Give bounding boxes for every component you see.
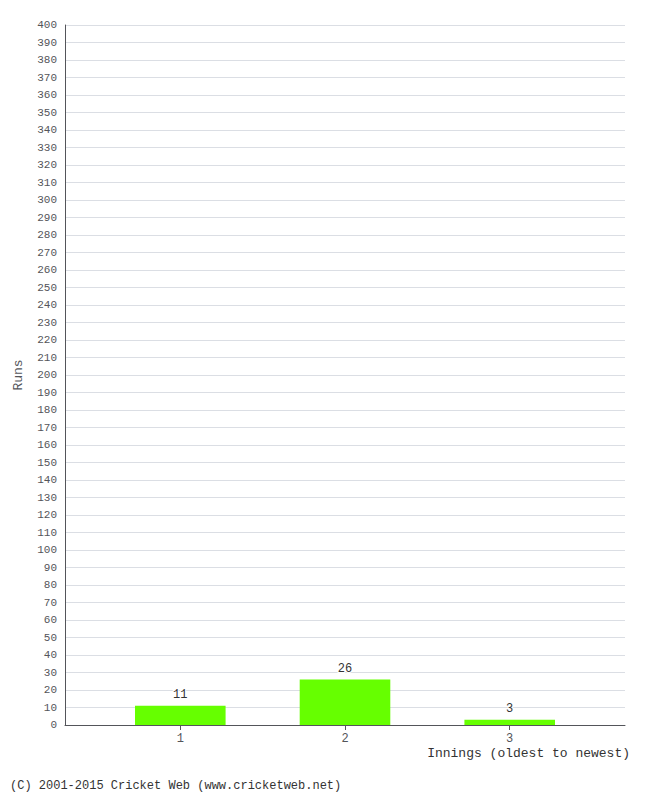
svg-text:190: 190 bbox=[37, 387, 57, 399]
svg-text:210: 210 bbox=[37, 352, 57, 364]
svg-text:60: 60 bbox=[44, 614, 57, 626]
svg-text:310: 310 bbox=[37, 177, 57, 189]
svg-text:70: 70 bbox=[44, 597, 57, 609]
svg-text:26: 26 bbox=[338, 662, 352, 676]
svg-text:200: 200 bbox=[37, 369, 57, 381]
svg-text:170: 170 bbox=[37, 422, 57, 434]
svg-text:390: 390 bbox=[37, 37, 57, 49]
svg-text:350: 350 bbox=[37, 107, 57, 119]
svg-text:400: 400 bbox=[37, 19, 57, 31]
svg-text:280: 280 bbox=[37, 229, 57, 241]
svg-text:330: 330 bbox=[37, 142, 57, 154]
svg-text:290: 290 bbox=[37, 212, 57, 224]
svg-text:90: 90 bbox=[44, 562, 57, 574]
svg-text:340: 340 bbox=[37, 124, 57, 136]
svg-text:110: 110 bbox=[37, 527, 57, 539]
svg-text:270: 270 bbox=[37, 247, 57, 259]
svg-text:260: 260 bbox=[37, 264, 57, 276]
svg-text:40: 40 bbox=[44, 649, 57, 661]
svg-text:220: 220 bbox=[37, 334, 57, 346]
svg-text:240: 240 bbox=[37, 299, 57, 311]
svg-text:160: 160 bbox=[37, 439, 57, 451]
svg-text:3: 3 bbox=[506, 732, 513, 746]
svg-text:150: 150 bbox=[37, 457, 57, 469]
svg-text:10: 10 bbox=[44, 702, 57, 714]
svg-text:370: 370 bbox=[37, 72, 57, 84]
svg-text:300: 300 bbox=[37, 194, 57, 206]
svg-text:3: 3 bbox=[506, 702, 513, 716]
svg-text:2: 2 bbox=[341, 732, 348, 746]
svg-text:250: 250 bbox=[37, 282, 57, 294]
svg-text:(C) 2001-2015 Cricket Web (www: (C) 2001-2015 Cricket Web (www.cricketwe… bbox=[10, 779, 341, 793]
svg-text:180: 180 bbox=[37, 404, 57, 416]
svg-text:100: 100 bbox=[37, 544, 57, 556]
svg-text:120: 120 bbox=[37, 509, 57, 521]
svg-text:140: 140 bbox=[37, 474, 57, 486]
svg-text:380: 380 bbox=[37, 54, 57, 66]
svg-text:130: 130 bbox=[37, 492, 57, 504]
svg-text:Innings (oldest to newest): Innings (oldest to newest) bbox=[427, 746, 630, 761]
svg-text:11: 11 bbox=[173, 688, 187, 702]
svg-text:320: 320 bbox=[37, 159, 57, 171]
svg-text:30: 30 bbox=[44, 667, 57, 679]
svg-text:0: 0 bbox=[50, 719, 57, 731]
svg-text:50: 50 bbox=[44, 632, 57, 644]
svg-text:80: 80 bbox=[44, 579, 57, 591]
svg-text:1: 1 bbox=[177, 732, 184, 746]
svg-text:Runs: Runs bbox=[11, 359, 26, 390]
svg-text:20: 20 bbox=[44, 684, 57, 696]
svg-text:230: 230 bbox=[37, 317, 57, 329]
svg-text:360: 360 bbox=[37, 89, 57, 101]
